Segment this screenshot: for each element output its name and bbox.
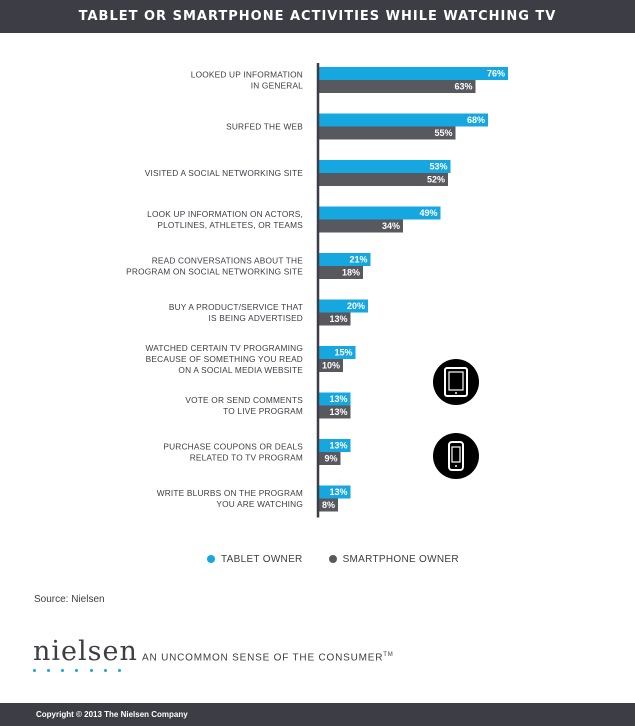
data-label-tablet: 15% bbox=[334, 348, 352, 358]
bar-tablet bbox=[318, 160, 451, 173]
data-label-tablet: 13% bbox=[329, 487, 347, 497]
category-label: WRITE BLURBS ON THE PROGRAM bbox=[157, 488, 303, 498]
data-label-smartphone: 18% bbox=[342, 268, 360, 278]
bar-tablet bbox=[318, 299, 368, 313]
footer-bar: Copyright © 2013 The Nielsen Company bbox=[0, 703, 635, 726]
data-label-tablet: 20% bbox=[347, 301, 365, 311]
bar-smartphone bbox=[318, 266, 363, 279]
data-label-smartphone: 55% bbox=[434, 128, 452, 138]
data-label-smartphone: 13% bbox=[329, 314, 347, 324]
bar-smartphone bbox=[318, 312, 351, 326]
bar-tablet bbox=[318, 392, 351, 406]
bar-tablet bbox=[318, 67, 508, 80]
copyright-text: Copyright © 2013 The Nielsen Company bbox=[36, 710, 188, 719]
chart-title: TABLET OR SMARTPHONE ACTIVITIES WHILE WA… bbox=[78, 9, 557, 24]
chart-title-bar: TABLET OR SMARTPHONE ACTIVITIES WHILE WA… bbox=[0, 0, 635, 33]
data-label-smartphone: 9% bbox=[324, 454, 337, 464]
legend-item-smartphone: SMARTPHONE OWNER bbox=[328, 553, 459, 565]
data-label-tablet: 21% bbox=[349, 255, 367, 265]
data-label-smartphone: 63% bbox=[454, 82, 472, 92]
category-label: BECAUSE OF SOMETHING YOU READ bbox=[146, 354, 303, 364]
tagline-text: AN UNCOMMON SENSE OF THE CONSUMER bbox=[142, 652, 384, 664]
category-label: IS BEING ADVERTISED bbox=[209, 313, 303, 323]
data-label-tablet: 53% bbox=[429, 162, 447, 172]
data-label-tablet: 13% bbox=[329, 394, 347, 404]
bar-smartphone bbox=[318, 219, 403, 233]
data-label-smartphone: 10% bbox=[322, 361, 340, 371]
category-label: WATCHED CERTAIN TV PROGRAMING bbox=[146, 343, 303, 353]
data-label-tablet: 76% bbox=[487, 69, 505, 79]
source-note: Source: Nielsen bbox=[34, 594, 105, 605]
data-label-tablet: 68% bbox=[467, 115, 485, 125]
category-label: LOOKED UP INFORMATION bbox=[191, 70, 303, 80]
logo-dots bbox=[33, 669, 121, 672]
category-label: VISITED A SOCIAL NETWORKING SITE bbox=[145, 168, 303, 178]
nielsen-logo: nielsen bbox=[33, 636, 138, 672]
category-label: RELATED TO TV PROGRAM bbox=[190, 453, 303, 463]
legend-swatch-smartphone bbox=[328, 555, 337, 563]
bar-tablet bbox=[318, 206, 441, 220]
data-label-smartphone: 52% bbox=[427, 175, 445, 185]
bar-tablet bbox=[318, 113, 488, 127]
legend-item-tablet: TABLET OWNER bbox=[207, 554, 303, 565]
brand-tagline: AN UNCOMMON SENSE OF THE CONSUMERTM bbox=[142, 652, 394, 663]
bar-smartphone bbox=[318, 173, 448, 186]
bar-smartphone bbox=[318, 498, 338, 512]
category-label: TO LIVE PROGRAM bbox=[223, 406, 303, 416]
bar-smartphone bbox=[318, 452, 341, 465]
data-label-smartphone: 8% bbox=[322, 500, 335, 510]
category-label: PROGRAM ON SOCIAL NETWORKING SITE bbox=[126, 267, 303, 277]
bar-smartphone bbox=[318, 126, 456, 140]
bar-smartphone bbox=[318, 359, 343, 372]
bar-smartphone bbox=[318, 405, 351, 419]
legend-label-smartphone: SMARTPHONE OWNER bbox=[342, 553, 459, 565]
smartphone-icon bbox=[433, 433, 479, 479]
tablet-icon bbox=[433, 359, 479, 405]
legend: TABLET OWNER SMARTPHONE OWNER bbox=[207, 551, 485, 567]
category-label: VOTE OR SEND COMMENTS bbox=[185, 395, 303, 405]
bar-tablet bbox=[318, 485, 351, 499]
category-label: READ CONVERSATIONS ABOUT THE bbox=[152, 256, 304, 266]
category-label: PURCHASE COUPONS OR DEALS bbox=[163, 442, 303, 452]
category-label: BUY A PRODUCT/SERVICE THAT bbox=[169, 302, 303, 312]
category-label: ON A SOCIAL MEDIA WEBSITE bbox=[178, 365, 303, 375]
category-label: PLOTLINES, ATHLETES, OR TEAMS bbox=[157, 220, 303, 230]
legend-swatch-tablet bbox=[207, 555, 215, 563]
data-label-tablet: 13% bbox=[329, 441, 347, 451]
category-label: LOOK UP INFORMATION ON ACTORS, bbox=[147, 209, 303, 219]
bar-tablet bbox=[318, 253, 371, 266]
data-label-tablet: 49% bbox=[419, 208, 437, 218]
bar-smartphone bbox=[318, 80, 476, 93]
category-label: YOU ARE WATCHING bbox=[216, 499, 303, 509]
category-label: SURFED THE WEB bbox=[226, 122, 303, 132]
legend-label-tablet: TABLET OWNER bbox=[221, 553, 303, 565]
category-label: IN GENERAL bbox=[251, 81, 303, 91]
data-label-smartphone: 34% bbox=[382, 221, 400, 231]
bar-tablet bbox=[318, 346, 356, 359]
trademark-mark: TM bbox=[383, 652, 394, 658]
bar-tablet bbox=[318, 439, 351, 452]
logo-wordmark: nielsen bbox=[33, 636, 138, 667]
data-label-smartphone: 13% bbox=[329, 407, 347, 417]
